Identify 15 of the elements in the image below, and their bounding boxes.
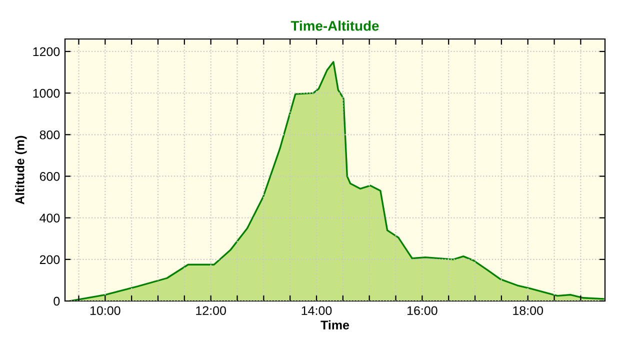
y-tick-label: 400 bbox=[40, 214, 60, 222]
x-axis-title: Time bbox=[320, 320, 350, 330]
x-tick-label: 16:00 bbox=[407, 306, 438, 316]
y-tick-label: 200 bbox=[40, 255, 60, 264]
y-axis-title: Altitude (m) bbox=[15, 136, 27, 204]
x-tick-label: 12:00 bbox=[196, 306, 226, 316]
y-tick-label: 800 bbox=[40, 130, 60, 140]
x-tick-label: 18:00 bbox=[513, 306, 544, 316]
x-tick-label: 14:00 bbox=[302, 306, 332, 316]
y-tick-label: 1200 bbox=[33, 47, 60, 56]
x-tick-label: 10:00 bbox=[90, 306, 120, 316]
y-tick-label: 600 bbox=[40, 172, 60, 181]
y-tick-label: 1000 bbox=[33, 88, 60, 98]
chart-title: Time-Altitude bbox=[290, 20, 379, 31]
y-tick-label: 0 bbox=[54, 296, 60, 306]
